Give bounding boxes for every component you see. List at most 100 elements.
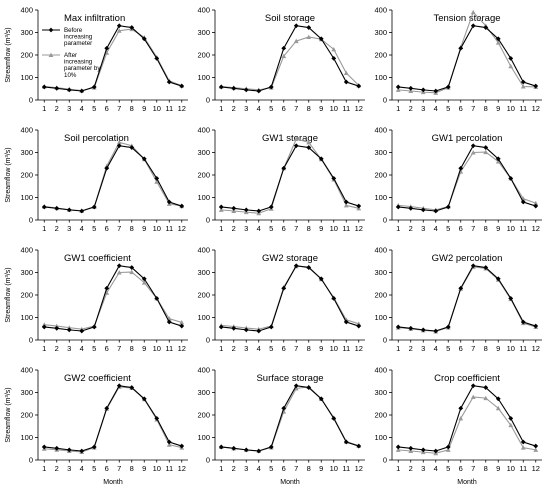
y-tick-label: 400 (20, 6, 33, 15)
data-point-before (41, 324, 47, 330)
data-point-before (293, 143, 299, 149)
x-tick-label: 7 (294, 104, 298, 113)
data-point-after (495, 405, 501, 411)
data-point-before (129, 145, 135, 150)
data-point-after (116, 28, 122, 33)
data-point-before (129, 385, 135, 390)
x-tick-label: 9 (496, 104, 500, 113)
data-point-before (66, 87, 72, 93)
data-point-after (458, 415, 464, 421)
x-tick-label: 4 (434, 464, 438, 473)
data-point-before (154, 415, 160, 421)
series-line-after (398, 11, 536, 94)
x-tick-label: 7 (117, 464, 121, 473)
chart-title: GW1 storage (262, 133, 318, 144)
y-tick-label: 100 (20, 193, 33, 202)
x-tick-label: 11 (342, 464, 350, 473)
y-tick-label: 200 (20, 51, 33, 60)
y-tick-label: 200 (197, 51, 210, 60)
x-tick-label: 3 (421, 464, 425, 473)
x-tick-label: 9 (496, 344, 500, 353)
data-point-before (495, 396, 501, 402)
x-tick-label: 12 (178, 104, 186, 113)
x-tick-label: 8 (307, 224, 311, 233)
y-tick-label: 200 (197, 171, 210, 180)
data-point-before (433, 208, 439, 214)
x-tick-label: 2 (55, 224, 59, 233)
x-tick-label: 1 (396, 224, 400, 233)
data-point-before (79, 328, 85, 334)
y-tick-label: 200 (20, 291, 33, 300)
data-point-before (483, 25, 489, 30)
y-tick-label: 300 (197, 28, 210, 37)
x-tick-label: 4 (257, 344, 261, 353)
data-point-after (495, 40, 501, 45)
x-tick-label: 10 (153, 104, 161, 113)
data-point-before (293, 383, 299, 389)
data-point-before (256, 88, 262, 94)
x-tick-label: 12 (532, 104, 540, 113)
series-line-after (398, 151, 536, 211)
data-point-before (104, 405, 110, 411)
data-point-after (483, 149, 489, 155)
legend-label-before: increasing (64, 34, 93, 41)
y-tick-label: 100 (374, 193, 387, 202)
series-line-before (398, 25, 536, 92)
x-tick-label: 11 (165, 104, 173, 113)
data-point-before (356, 443, 362, 449)
data-point-after (154, 179, 160, 184)
x-tick-label: 2 (232, 464, 236, 473)
y-tick-label: 400 (20, 366, 33, 375)
x-tick-label: 3 (421, 344, 425, 353)
data-point-before (179, 83, 185, 89)
x-tick-label: 1 (396, 104, 400, 113)
chart-title: GW1 percolation (432, 133, 503, 144)
y-tick-label: 100 (197, 193, 210, 202)
y-tick-label: 400 (20, 246, 33, 255)
x-tick-label: 4 (434, 224, 438, 233)
x-tick-label: 2 (55, 104, 59, 113)
y-tick-label: 100 (374, 313, 387, 322)
x-tick-label: 1 (42, 224, 46, 233)
x-tick-label: 1 (42, 104, 46, 113)
y-tick-label: 300 (20, 28, 33, 37)
y-tick-label: 0 (206, 96, 210, 105)
x-tick-label: 8 (484, 464, 488, 473)
data-point-before (141, 276, 147, 282)
x-tick-label: 11 (165, 224, 173, 233)
series-line-after (221, 138, 359, 214)
x-tick-label: 9 (496, 224, 500, 233)
legend-label-after: parameter by (64, 65, 101, 72)
data-point-before (433, 448, 439, 454)
x-tick-label: 8 (484, 224, 488, 233)
chart-title: Soil storage (265, 13, 315, 24)
y-tick-label: 100 (197, 433, 210, 442)
data-point-before (420, 447, 426, 453)
data-point-before (141, 156, 147, 162)
x-tick-label: 4 (80, 104, 84, 113)
data-point-before (218, 84, 224, 90)
x-tick-label: 2 (409, 104, 413, 113)
y-tick-label: 0 (29, 336, 33, 345)
data-point-before (520, 79, 526, 85)
chart-title: GW1 coefficient (64, 253, 131, 264)
x-tick-label: 12 (178, 224, 186, 233)
x-tick-label: 9 (319, 344, 323, 353)
data-point-before (281, 285, 287, 291)
x-tick-label: 10 (507, 344, 515, 353)
x-tick-label: 4 (257, 224, 261, 233)
x-tick-label: 3 (421, 104, 425, 113)
data-point-before (420, 327, 426, 333)
x-tick-label: 10 (330, 464, 338, 473)
y-tick-label: 100 (374, 433, 387, 442)
y-tick-label: 300 (197, 388, 210, 397)
y-tick-label: 200 (374, 411, 387, 420)
x-tick-label: 5 (269, 344, 273, 353)
data-point-before (41, 84, 47, 90)
data-point-before (66, 447, 72, 453)
x-tick-label: 12 (178, 344, 186, 353)
series-line-before (44, 385, 182, 452)
